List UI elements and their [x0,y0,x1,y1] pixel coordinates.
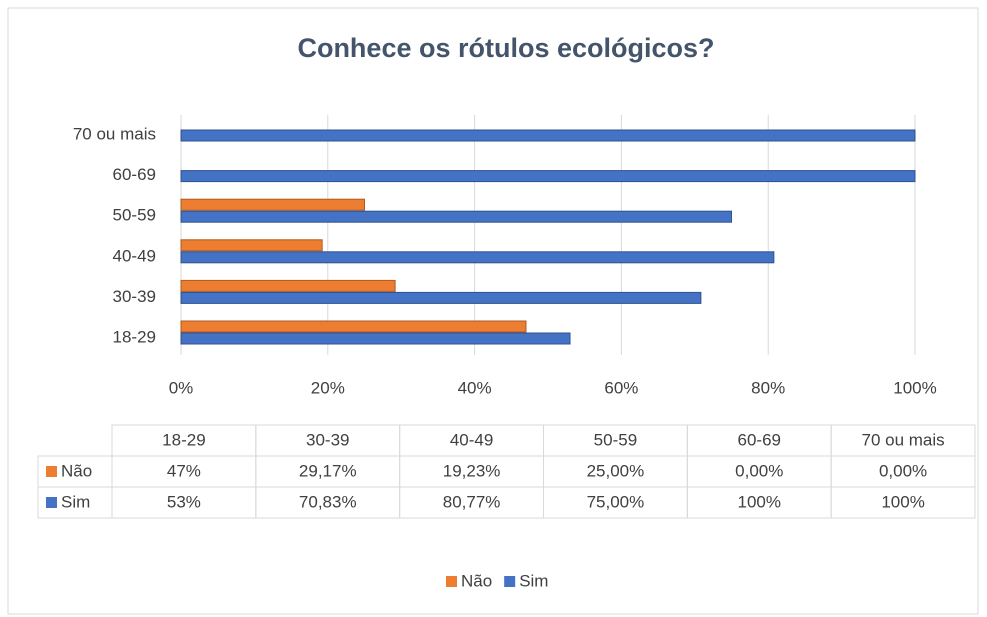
table-value: 47% [167,461,201,480]
y-tick-label: 18-29 [113,327,156,346]
x-tick-label: 40% [458,378,492,397]
bar [180,198,365,211]
table-value: 80,77% [443,492,501,511]
table-header: 30-39 [306,430,349,449]
table-header: 18-29 [162,430,205,449]
table-value: 0,00% [735,461,783,480]
table-legend-key [46,497,57,508]
bar [180,251,775,264]
bar [180,279,396,292]
table-row-label: Sim [61,492,90,511]
chart-title: Conhece os rótulos ecológicos? [297,33,714,63]
table-value: 53% [167,492,201,511]
x-tick-label: 80% [751,378,785,397]
legend-key [446,576,457,587]
y-tick-label: 60-69 [113,165,156,184]
legend-label: Não [461,571,492,590]
bar [180,332,571,345]
table-value: 0,00% [879,461,927,480]
legend-key [504,576,516,587]
table-legend-key [46,466,57,477]
table-value: 100% [881,492,924,511]
table-header: 40-49 [450,430,493,449]
x-tick-label: 100% [893,378,936,397]
table-value: 75,00% [587,492,645,511]
bar [180,239,323,252]
bar [180,129,916,142]
table-header: 50-59 [594,430,637,449]
bar [180,291,702,304]
y-tick-label: 30-39 [113,287,156,306]
table-cell [830,486,976,519]
table-header: 60-69 [738,430,781,449]
table-value: 29,17% [299,461,357,480]
x-tick-label: 60% [604,378,638,397]
table-row-label: Não [61,461,92,480]
table-value: 70,83% [299,492,357,511]
table-value: 25,00% [587,461,645,480]
table-value: 100% [738,492,781,511]
y-tick-label: 40-49 [113,246,156,265]
bar [180,320,527,333]
y-tick-label: 50-59 [113,206,156,225]
table-header: 70 ou mais [861,430,944,449]
chart-frame [7,7,979,615]
x-tick-label: 20% [311,378,345,397]
table-value: 19,23% [443,461,501,480]
bar [180,170,916,183]
y-tick-label: 70 ou mais [73,124,156,143]
x-tick-label: 0% [169,378,194,397]
bar [180,210,732,223]
legend-label: Sim [519,571,548,590]
